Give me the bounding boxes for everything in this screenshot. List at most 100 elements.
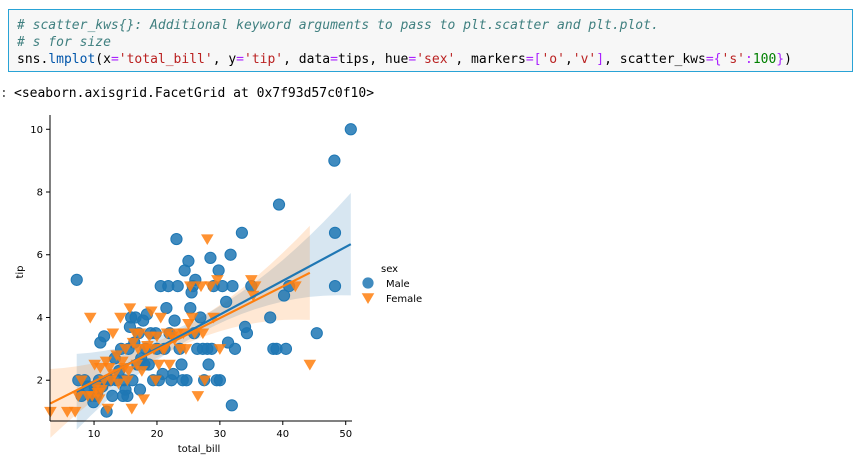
data-point-male xyxy=(204,251,217,264)
x-axis-label: total_bill xyxy=(178,444,221,455)
data-point-female xyxy=(83,312,97,324)
data-point-female xyxy=(112,378,125,390)
data-point-female xyxy=(194,281,208,293)
data-point-female xyxy=(204,281,217,293)
data-point-female xyxy=(141,340,154,352)
code-editor[interactable]: # scatter_kws{}: Additional keyword argu… xyxy=(17,17,792,68)
data-point-male xyxy=(279,342,293,355)
data-point-female xyxy=(163,359,176,371)
data-point-female xyxy=(125,403,139,415)
data-point-male xyxy=(225,399,238,412)
data-point-female xyxy=(196,328,210,340)
code-operator-token: = xyxy=(705,52,714,67)
code-line: sns.lmplot(x='total_bill', y='tip', data… xyxy=(17,52,792,67)
data-point-male xyxy=(171,280,184,293)
data-point-female xyxy=(121,375,134,387)
data-point-female xyxy=(122,366,135,377)
y-tick-label: 2 xyxy=(37,376,43,387)
x-tick-label: 20 xyxy=(151,429,164,440)
data-point-male xyxy=(202,358,215,371)
code-string-token: 'tip' xyxy=(244,52,284,67)
data-point-female xyxy=(149,375,162,387)
data-point-male xyxy=(168,314,181,327)
legend-marker-female xyxy=(361,293,375,304)
data-point-female xyxy=(119,344,132,355)
code-string-token: 's' xyxy=(721,52,745,67)
x-tick-label: 40 xyxy=(276,429,289,440)
data-point-female xyxy=(160,328,174,340)
code-text-token: , data xyxy=(283,52,331,67)
code-operator-token: = xyxy=(110,52,119,67)
code-operator-token: : xyxy=(744,52,753,67)
data-point-female xyxy=(114,312,127,324)
code-text-token: , markers xyxy=(455,52,526,67)
data-point-male xyxy=(180,374,193,387)
code-operator-token: = xyxy=(236,52,244,67)
data-point-male xyxy=(344,123,357,136)
data-point-male xyxy=(328,226,342,239)
data-point-female xyxy=(95,384,108,396)
confidence-band-male xyxy=(76,193,351,430)
data-point-male xyxy=(212,264,225,277)
data-point-female xyxy=(92,394,106,406)
data-point-male xyxy=(170,232,183,246)
data-point-male xyxy=(310,327,323,340)
code-text-token: ) xyxy=(784,52,792,67)
data-point-female xyxy=(303,359,317,371)
data-point-male xyxy=(224,248,237,261)
comment-line-1: # scatter_kws{}: Additional keyword argu… xyxy=(17,18,659,33)
data-point-male xyxy=(240,327,254,340)
data-point-female xyxy=(248,281,262,293)
output-prompt: : xyxy=(0,86,8,101)
data-point-female xyxy=(137,394,151,406)
data-point-male xyxy=(213,374,226,387)
data-point-male xyxy=(106,389,119,403)
data-point-female xyxy=(88,359,101,371)
code-input-area[interactable]: # scatter_kws{}: Additional keyword argu… xyxy=(8,9,853,72)
data-point-male xyxy=(226,280,239,293)
legend-title: sex xyxy=(381,264,398,275)
code-cell[interactable]: # scatter_kws{}: Additional keyword argu… xyxy=(0,9,855,74)
data-point-female xyxy=(72,391,85,402)
x-tick-label: 30 xyxy=(214,429,227,440)
data-point-female xyxy=(106,328,120,340)
data-point-female xyxy=(144,306,158,318)
data-point-female xyxy=(102,362,116,374)
code-text-token: , scatter_kws xyxy=(604,52,706,67)
code-text-token: , xyxy=(564,52,573,67)
data-point-female xyxy=(126,337,140,349)
code-operator-token: ] xyxy=(596,52,605,67)
y-axis-label: tip xyxy=(15,265,26,278)
data-point-male xyxy=(70,273,83,286)
data-point-female xyxy=(245,275,258,286)
code-operator-token: { xyxy=(713,52,722,67)
data-point-female xyxy=(179,344,193,355)
data-point-female xyxy=(150,331,164,343)
data-point-female xyxy=(152,359,166,371)
data-point-male xyxy=(121,389,134,403)
legend-label-male: Male xyxy=(386,279,410,290)
data-point-female xyxy=(133,328,147,340)
code-text-token: tips, hue xyxy=(337,52,409,67)
data-point-female xyxy=(191,391,205,402)
code-operator-token: = xyxy=(525,52,534,67)
data-point-male xyxy=(264,311,277,324)
data-point-female xyxy=(198,375,212,387)
data-point-female xyxy=(94,362,107,374)
data-point-female xyxy=(123,303,137,315)
legend-label-female: Female xyxy=(386,294,422,305)
y-tick-label: 8 xyxy=(37,188,43,199)
y-tick-label: 4 xyxy=(37,313,43,324)
code-number-token: 100 xyxy=(752,52,777,67)
lmplot-figure: 10 20 30 40 50 2 4 6 8 10 total_bill tip sex Male Fema… xyxy=(15,115,422,455)
data-point-female xyxy=(110,350,123,362)
data-point-female xyxy=(101,403,115,415)
data-point-female xyxy=(75,375,88,387)
legend-marker-male xyxy=(362,277,374,289)
data-point-male xyxy=(228,342,242,355)
data-point-male xyxy=(182,254,195,268)
code-operator-token: = xyxy=(408,52,417,67)
code-string-token: 'total_bill' xyxy=(118,52,213,67)
data-point-female xyxy=(211,275,224,286)
data-point-female xyxy=(99,356,113,368)
